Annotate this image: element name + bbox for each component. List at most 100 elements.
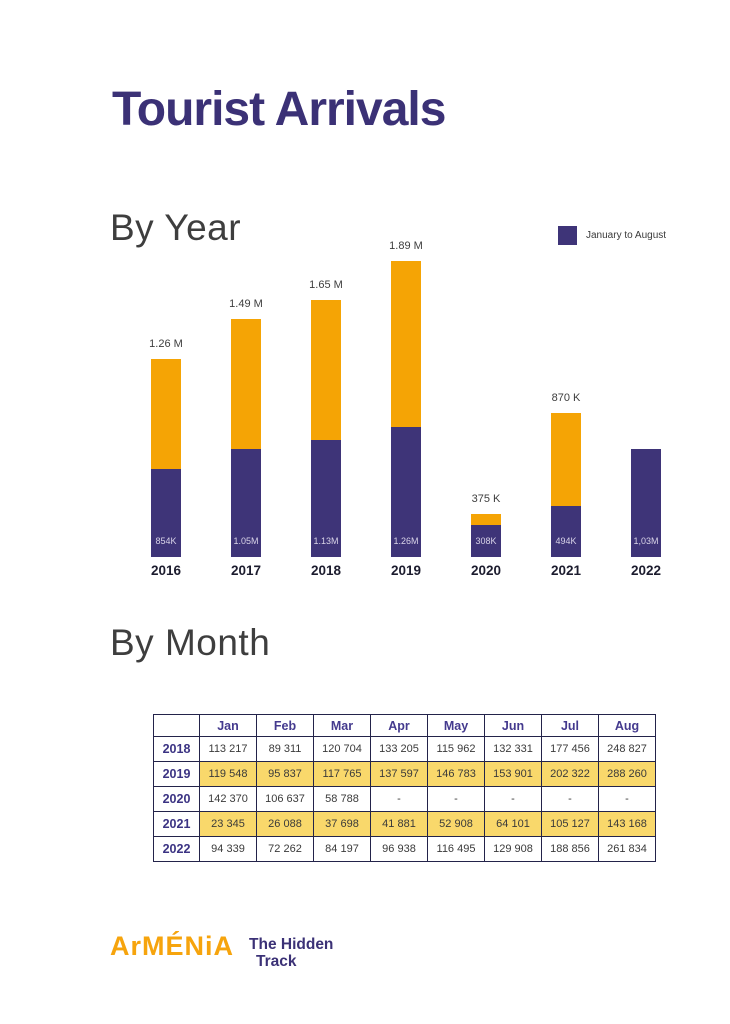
cell-2021-May: 52 908 xyxy=(427,811,485,837)
table-header-row: Jan Feb Mar Apr May Jun Jul Aug xyxy=(153,714,656,737)
cell-2020-Feb: 106 637 xyxy=(256,786,314,812)
by-year-chart: 1.26 M 854K 2016 1.49 M 1.05M 2017 1.65 M 1.13M… xyxy=(126,235,686,580)
table-row-2019: 2019 119 548 95 837 117 765 137 597 146 783 15… xyxy=(153,761,656,787)
cell-2022-Jan: 94 339 xyxy=(199,836,257,862)
x-axis-year-label: 2019 xyxy=(390,563,422,578)
cell-2018-Aug: 248 827 xyxy=(598,736,656,762)
year-header-2019: 2019 xyxy=(153,761,200,787)
month-header-Aug: Aug xyxy=(598,714,656,737)
year-header-2021: 2021 xyxy=(153,811,200,837)
month-header-Feb: Feb xyxy=(256,714,314,737)
month-header-Mar: Mar xyxy=(313,714,371,737)
jan-aug-value-label: 1.05M xyxy=(233,536,259,546)
cell-2019-Feb: 95 837 xyxy=(256,761,314,787)
hidden-track-tagline: The Hidden Track xyxy=(249,936,333,971)
x-axis-year-label: 2020 xyxy=(470,563,502,578)
cell-2018-Jul: 177 456 xyxy=(541,736,599,762)
cell-2018-Jan: 113 217 xyxy=(199,736,257,762)
x-axis-year-label: 2017 xyxy=(230,563,262,578)
bar-2022: 1,03M xyxy=(631,449,661,557)
corner-cell xyxy=(153,714,200,737)
year-header-2022: 2022 xyxy=(153,836,200,862)
x-axis-year-label: 2018 xyxy=(310,563,342,578)
jan-aug-value-label: 854K xyxy=(155,536,177,546)
month-header-Jun: Jun xyxy=(484,714,542,737)
by-month-heading: By Month xyxy=(110,622,271,663)
x-axis-year-label: 2022 xyxy=(630,563,662,578)
total-value-label: 1.49 M xyxy=(229,298,263,310)
year-column-2020: 375 K 308K 2020 xyxy=(446,235,526,580)
jan-aug-segment: 308K xyxy=(471,525,501,557)
cell-2020-Jan: 142 370 xyxy=(199,786,257,812)
cell-2022-Jun: 129 908 xyxy=(484,836,542,862)
by-month-table: Jan Feb Mar Apr May Jun Jul Aug 2018 113 217 89 3… xyxy=(153,714,656,862)
year-column-2019: 1.89 M 1.26M 2019 xyxy=(366,235,446,580)
jan-aug-segment: 1,03M xyxy=(631,449,661,557)
cell-2021-Jul: 105 127 xyxy=(541,811,599,837)
tagline-line2: Track xyxy=(256,953,297,971)
jan-aug-segment: 854K xyxy=(151,469,181,557)
cell-2019-Jul: 202 322 xyxy=(541,761,599,787)
cell-2019-Mar: 117 765 xyxy=(313,761,371,787)
cell-2018-May: 115 962 xyxy=(427,736,485,762)
cell-2018-Apr: 133 205 xyxy=(370,736,428,762)
jan-aug-value-label: 1,03M xyxy=(633,536,659,546)
table-row-2018: 2018 113 217 89 311 120 704 133 205 115 962 13… xyxy=(153,736,656,762)
chart-legend: January to August xyxy=(558,226,666,245)
bar-2021: 494K xyxy=(551,413,581,557)
bar-2019: 1.26M xyxy=(391,261,421,557)
jan-aug-value-label: 1.13M xyxy=(313,536,339,546)
cell-2022-Jul: 188 856 xyxy=(541,836,599,862)
x-axis-year-label: 2021 xyxy=(550,563,582,578)
cell-2019-Jun: 153 901 xyxy=(484,761,542,787)
month-header-Jan: Jan xyxy=(199,714,257,737)
cell-2018-Feb: 89 311 xyxy=(256,736,314,762)
cell-2022-Apr: 96 938 xyxy=(370,836,428,862)
year-header-2018: 2018 xyxy=(153,736,200,762)
year-column-2017: 1.49 M 1.05M 2017 xyxy=(206,235,286,580)
cell-2022-May: 116 495 xyxy=(427,836,485,862)
table-row-2021: 2021 23 345 26 088 37 698 41 881 52 908 64 101… xyxy=(153,811,656,837)
by-year-heading: By Year xyxy=(110,207,242,248)
bar-2017: 1.05M xyxy=(231,319,261,557)
cell-2018-Mar: 120 704 xyxy=(313,736,371,762)
jan-aug-value-label: 308K xyxy=(475,536,497,546)
cell-2019-Jan: 119 548 xyxy=(199,761,257,787)
cell-2021-Jan: 23 345 xyxy=(199,811,257,837)
total-value-label: 375 K xyxy=(471,493,501,505)
year-column-2018: 1.65 M 1.13M 2018 xyxy=(286,235,366,580)
total-value-label: 1.65 M xyxy=(309,279,343,291)
cell-2022-Aug: 261 834 xyxy=(598,836,656,862)
cell-2021-Jun: 64 101 xyxy=(484,811,542,837)
cell-2021-Feb: 26 088 xyxy=(256,811,314,837)
bar-2018: 1.13M xyxy=(311,300,341,557)
jan-aug-segment: 1.05M xyxy=(231,449,261,557)
cell-2020-Jun: - xyxy=(484,786,542,812)
cell-2022-Mar: 84 197 xyxy=(313,836,371,862)
cell-2018-Jun: 132 331 xyxy=(484,736,542,762)
total-value-label: 1.89 M xyxy=(389,240,423,252)
cell-2019-Aug: 288 260 xyxy=(598,761,656,787)
year-column-2022: 1,03M 2022 xyxy=(606,235,686,580)
jan-aug-segment: 1.26M xyxy=(391,427,421,557)
cell-2020-May: - xyxy=(427,786,485,812)
table-row-2022: 2022 94 339 72 262 84 197 96 938 116 495 129 9… xyxy=(153,836,656,862)
year-column-2021: 870 K 494K 2021 xyxy=(526,235,606,580)
table-body: 2018 113 217 89 311 120 704 133 205 115 962 13… xyxy=(153,736,656,862)
month-header-Apr: Apr xyxy=(370,714,428,737)
bar-2016: 854K xyxy=(151,359,181,557)
cell-2020-Mar: 58 788 xyxy=(313,786,371,812)
year-column-2016: 1.26 M 854K 2016 xyxy=(126,235,206,580)
month-header-Jul: Jul xyxy=(541,714,599,737)
footer-logo: ArMÉNiA The Hidden Track xyxy=(110,933,333,971)
cell-2021-Aug: 143 168 xyxy=(598,811,656,837)
armenia-brand-logo: ArMÉNiA xyxy=(110,931,235,961)
cell-2021-Mar: 37 698 xyxy=(313,811,371,837)
month-header-May: May xyxy=(427,714,485,737)
cell-2019-Apr: 137 597 xyxy=(370,761,428,787)
tagline-line1: The Hidden xyxy=(249,936,334,953)
jan-aug-segment: 494K xyxy=(551,506,581,557)
x-axis-year-label: 2016 xyxy=(150,563,182,578)
jan-aug-segment: 1.13M xyxy=(311,440,341,557)
